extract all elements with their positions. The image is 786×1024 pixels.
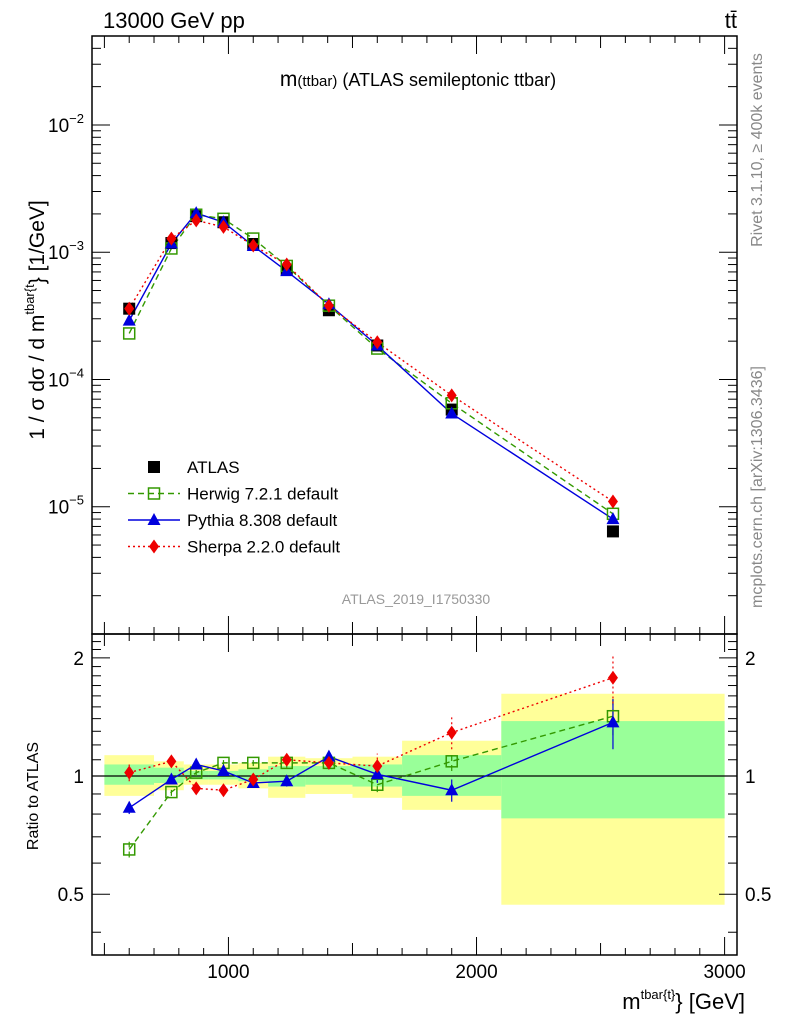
ratio-frame [91,633,738,956]
ratio-point-2 [323,755,334,770]
series-point-2 [446,388,457,403]
legend-label: ATLAS [187,458,240,477]
series-line-0 [128,213,614,515]
y-tick-label: 1 [73,767,84,788]
header-right: tt̄ [725,8,737,33]
uncertainty-band-inner [154,767,184,783]
ratio-point-1 [164,772,178,785]
series-point-1 [189,206,203,219]
legend-label: Herwig 7.2.1 default [187,485,338,504]
mcplots-label: mcplots.cern.ch [arXiv:1306.3436] [749,366,766,608]
ratio-point-0 [122,843,136,856]
rivet-label: Rivet 3.1.10, ≥ 400k events [749,53,766,247]
ratio-point-2 [281,752,292,767]
ratio-point-2 [607,670,618,685]
watermark: ATLAS_2019_I1750330 [342,591,491,607]
y-tick-label-right: 1 [745,767,756,788]
series-point-2 [166,231,177,246]
data-point [606,525,619,538]
x-tick-label: 1000 [207,962,249,983]
series-point-2 [607,494,618,509]
ratio-point-1 [322,749,336,762]
ratio-point-1 [189,757,203,770]
series-point-1 [606,512,620,525]
legend-label: Pythia 8.308 default [187,511,338,530]
legend-marker [147,487,161,500]
series-point-2 [124,301,135,316]
ratio-point-1 [606,715,620,728]
legend-marker [148,461,160,473]
ratio-point-1 [216,763,230,776]
ratio-point-2 [248,772,259,787]
ratio-point-2 [166,754,177,769]
ratio-point-2 [446,725,457,740]
header-left: 13000 GeV pp [103,8,245,33]
series-point-2 [218,219,229,234]
series-line-2 [128,219,614,503]
ratio-point-1 [122,800,136,813]
y-tick-label: 10−2 [48,111,84,137]
x-axis-label: mtbar{t}} [GeV] [622,987,745,1014]
series-point-2 [323,298,334,313]
ratio-plot: Ratio to ATLAS mtbar{t}} [GeV] 1000 2000 3… [25,634,771,1014]
ratio-point-1 [445,783,459,796]
y-tick-label: 0.5 [58,885,84,906]
legend: ATLAS Herwig 7.2.1 default Pythia 8.308 de… [128,458,340,557]
series-point-2 [372,335,383,350]
ratio-y-label: Ratio to ATLAS [25,742,42,850]
ratio-point-2 [218,783,229,798]
series-point-2 [248,238,259,253]
series-line-1 [128,212,614,520]
ratio-point-0 [445,755,458,768]
main-plot: m(ttbar) (ATLAS semileptonic ttbar) ATLA… [22,35,737,635]
x-tick-label: 2000 [455,962,497,983]
y-tick-label-right: 2 [745,649,756,670]
ratio-point-0 [165,785,178,799]
series-point-0 [122,327,136,340]
y-tick-label: 10−5 [48,493,84,519]
legend-marker [149,539,159,554]
legend-marker [147,513,161,525]
x-tick-label: 3000 [703,962,745,983]
legend-label: Sherpa 2.2.0 default [187,538,340,557]
series-point-2 [191,213,202,228]
series-point-2 [281,257,292,272]
ratio-point-1 [280,774,294,787]
y-axis-label: 1 / σ dσ / d mtbar{t} [1/GeV] [22,200,49,440]
ratio-point-2 [372,759,383,774]
y-tick-label: 10−4 [48,365,84,391]
ratio-point-1 [370,767,384,780]
ratio-line-1 [128,721,614,809]
y-tick-label: 10−3 [48,238,84,264]
y-tick-label-right: 0.5 [745,885,771,906]
series-point-1 [445,406,459,419]
ratio-point-2 [191,781,202,796]
ratio-point-2 [124,765,135,780]
y-tick-label: 2 [73,649,84,670]
ratio-point-0 [247,756,260,770]
plot-title: m(ttbar) (ATLAS semileptonic ttbar) [280,68,556,91]
series-point-1 [122,313,136,326]
